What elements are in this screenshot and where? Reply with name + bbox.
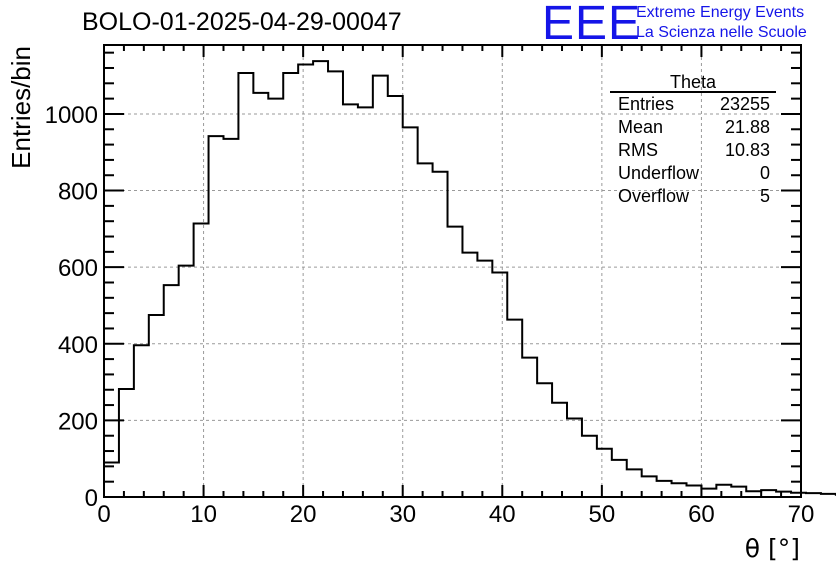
y-tick-label: 200	[58, 408, 98, 435]
stats-value: 5	[759, 186, 770, 206]
histogram-series	[103, 60, 836, 497]
x-tick-label: 50	[589, 501, 616, 528]
stats-row-entries: Entries 23255	[610, 93, 776, 116]
logo-subtitle-line2: La Scienza nelle Scuole	[636, 24, 807, 41]
plot-frame	[103, 44, 802, 498]
stats-label: Mean	[618, 117, 664, 137]
stats-row-rms: RMS 10.83	[610, 139, 776, 162]
stats-box: Theta Entries 23255 Mean 21.88 RMS 10.83…	[610, 73, 776, 208]
grid-layer	[104, 45, 801, 497]
x-tick-label: 70	[788, 501, 815, 528]
axis-ticks	[103, 45, 802, 498]
stats-row-overflow: Overflow 5	[610, 185, 776, 208]
stats-label: Underflow	[618, 163, 700, 183]
stats-value: 23255	[719, 94, 770, 114]
x-axis-label: θ [°]	[745, 534, 800, 563]
y-tick-label: 800	[58, 179, 98, 206]
y-tick-label: 0	[85, 485, 98, 512]
x-tick-label: 40	[489, 501, 516, 528]
x-tick-label: 10	[190, 501, 217, 528]
stats-value: 0	[759, 163, 770, 183]
eee-logo: EEE	[542, 0, 642, 50]
y-tick-label: 600	[58, 255, 98, 282]
x-tick-label: 20	[290, 501, 317, 528]
logo-subtitle-line1: Extreme Energy Events	[636, 4, 805, 21]
stats-title: Theta	[610, 73, 776, 93]
stats-value: 21.88	[724, 117, 770, 137]
x-tick-label: 0	[97, 501, 110, 528]
stats-value: 10.83	[724, 140, 770, 160]
y-axis-label: Entries/bin	[6, 46, 36, 169]
x-tick-label: 60	[688, 501, 715, 528]
run-title: BOLO-01-2025-04-29-00047	[82, 8, 402, 36]
stats-row-mean: Mean 21.88	[610, 116, 776, 139]
stats-label: RMS	[618, 140, 658, 160]
x-tick-label: 30	[389, 501, 416, 528]
stats-label: Overflow	[618, 186, 690, 206]
stats-label: Entries	[618, 94, 675, 114]
stats-row-underflow: Underflow 0	[610, 162, 776, 185]
y-tick-label: 1000	[45, 102, 98, 129]
y-tick-label: 400	[58, 332, 98, 359]
